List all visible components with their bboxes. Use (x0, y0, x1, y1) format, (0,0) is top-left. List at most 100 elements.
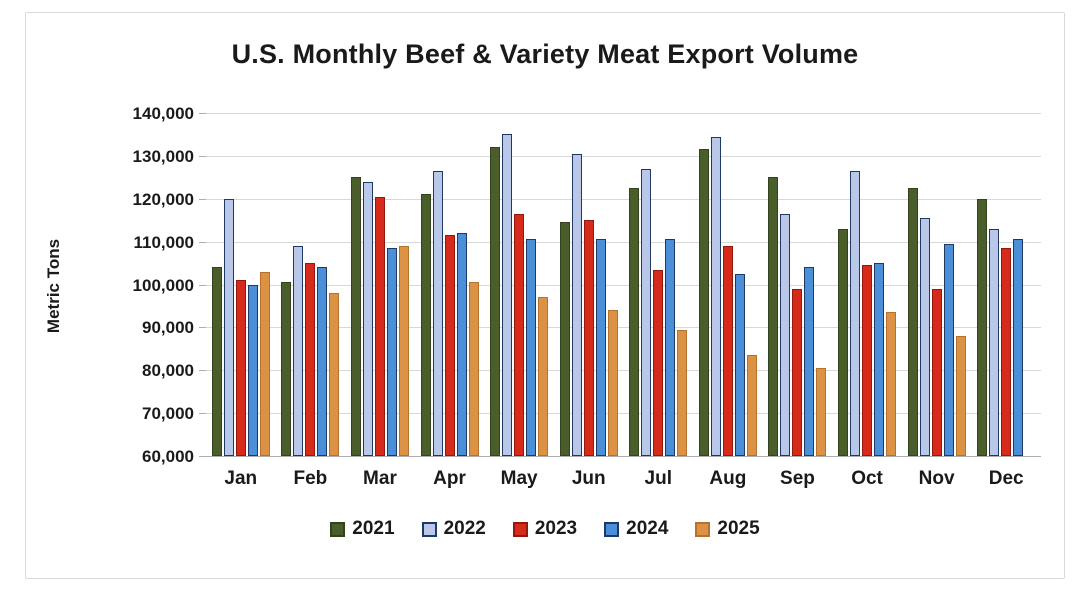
y-axis-tick-mark (199, 327, 206, 329)
bar-2023-apr (444, 235, 455, 456)
bar-2023-oct (862, 265, 873, 456)
y-axis-tick-mark (199, 413, 206, 415)
bar-2025-nov (955, 335, 966, 456)
y-axis-tick-label: 70,000 (142, 404, 194, 424)
y-axis-title: Metric Tons (40, 171, 68, 401)
bar-2021-jul (629, 188, 640, 456)
legend-item-2022: 2022 (421, 518, 486, 540)
bar-2021-jan (211, 267, 222, 456)
y-axis-tick-mark (199, 241, 206, 243)
legend-swatch-2024 (604, 521, 620, 537)
bar-2024-jan (247, 284, 258, 456)
x-axis-label-mar: Mar (363, 468, 397, 489)
y-axis-title-text: Metric Tons (44, 238, 64, 334)
y-axis-tick-label: 110,000 (133, 232, 194, 252)
bar-2021-may (490, 147, 501, 456)
bar-2021-sep (768, 177, 779, 456)
x-axis-label-jun: Jun (571, 468, 606, 489)
x-axis-line (206, 456, 1041, 457)
gridline (206, 413, 1041, 415)
x-axis-label-apr: Apr (433, 468, 466, 489)
y-axis-tick-mark (199, 456, 206, 457)
y-axis-tick-label: 120,000 (132, 189, 194, 209)
gridline (206, 327, 1041, 329)
bar-2025-may (538, 297, 549, 456)
bar-2022-nov (919, 218, 930, 456)
bar-2024-apr (456, 233, 467, 456)
x-axis-label-feb: Feb (293, 468, 328, 489)
bar-2025-aug (746, 355, 757, 456)
bar-2023-mar (374, 196, 385, 456)
bar-2024-sep (804, 267, 815, 456)
bar-2022-feb (293, 245, 304, 456)
chart-title: U.S. Monthly Beef & Variety Meat Export … (231, 39, 859, 69)
bar-2023-may (514, 213, 525, 456)
y-axis-tick-label: 140,000 (132, 104, 194, 123)
legend-swatch-2025 (695, 521, 711, 537)
bar-2024-aug (734, 273, 745, 456)
bar-2021-dec (977, 198, 988, 456)
bar-2025-jan (259, 271, 270, 456)
bar-2024-oct (874, 263, 885, 456)
x-axis-label-jul: Jul (644, 468, 672, 489)
bar-2021-feb (281, 282, 292, 456)
y-axis-tick-label: 60,000 (142, 447, 194, 466)
y-axis-tick-label: 130,000 (132, 146, 194, 166)
bar-2025-mar (398, 245, 409, 456)
bar-2023-jun (583, 220, 594, 456)
bar-2022-jun (571, 153, 582, 456)
gridline (206, 241, 1041, 243)
bar-2025-oct (886, 312, 897, 456)
x-axis-label-nov: Nov (918, 468, 955, 489)
legend-item-2025: 2025 (695, 518, 760, 540)
bar-2023-sep (792, 288, 803, 456)
gridline (206, 284, 1041, 286)
bar-2024-dec (1013, 239, 1024, 456)
legend-item-2021: 2021 (330, 518, 395, 540)
legend-swatch-2023 (512, 521, 528, 537)
legend-swatch-2021 (330, 521, 346, 537)
y-axis-tick-mark (199, 155, 206, 157)
bar-2022-jul (641, 168, 652, 456)
bar-2022-jan (223, 198, 234, 456)
legend-item-2023: 2023 (512, 518, 577, 540)
bar-2021-apr (420, 194, 431, 456)
bar-2022-oct (850, 170, 861, 456)
bar-2023-jan (235, 280, 246, 456)
chart-card: U.S. Monthly Beef & Variety Meat Export … (25, 12, 1065, 579)
bar-2024-may (526, 239, 537, 456)
bar-2025-feb (329, 293, 340, 456)
bar-2021-jun (559, 222, 570, 456)
bar-2024-feb (317, 267, 328, 456)
legend-label-2025: 2025 (717, 518, 760, 539)
bar-2024-jun (595, 239, 606, 456)
gridline (206, 370, 1041, 372)
y-axis-tick-mark (199, 284, 206, 286)
plot-area: 140,000 130,000 120,000 110,000 100,000 90,00… (133, 105, 1041, 489)
y-axis-tick-mark (199, 370, 206, 372)
bar-2022-sep (780, 213, 791, 456)
bar-2023-feb (305, 263, 316, 456)
bar-2022-may (502, 134, 513, 456)
legend: 2021 2022 2023 2024 2025 (26, 518, 1064, 540)
y-axis-tick-label: 80,000 (142, 361, 194, 381)
gridline (206, 198, 1041, 200)
legend-item-2024: 2024 (604, 518, 668, 540)
x-axis-label-oct: Oct (851, 468, 883, 489)
x-axis-label-may: May (500, 468, 538, 489)
bar-2025-sep (816, 368, 827, 456)
y-axis-tick-mark (199, 113, 206, 114)
bar-2021-mar (350, 177, 361, 456)
bar-2025-jun (607, 310, 618, 456)
bar-2021-nov (907, 188, 918, 456)
x-axis-label-sep: Sep (780, 468, 815, 489)
y-axis-tick-label: 90,000 (142, 318, 194, 338)
bar-2025-jul (677, 329, 688, 456)
legend-label-2021: 2021 (352, 518, 395, 539)
bar-2024-nov (943, 243, 954, 456)
y-axis-tick-mark (199, 198, 206, 200)
y-axis-tick-label: 100,000 (132, 275, 194, 295)
x-axis-label-dec: Dec (988, 468, 1024, 489)
bar-2022-mar (362, 181, 373, 456)
bar-2021-aug (698, 149, 709, 456)
